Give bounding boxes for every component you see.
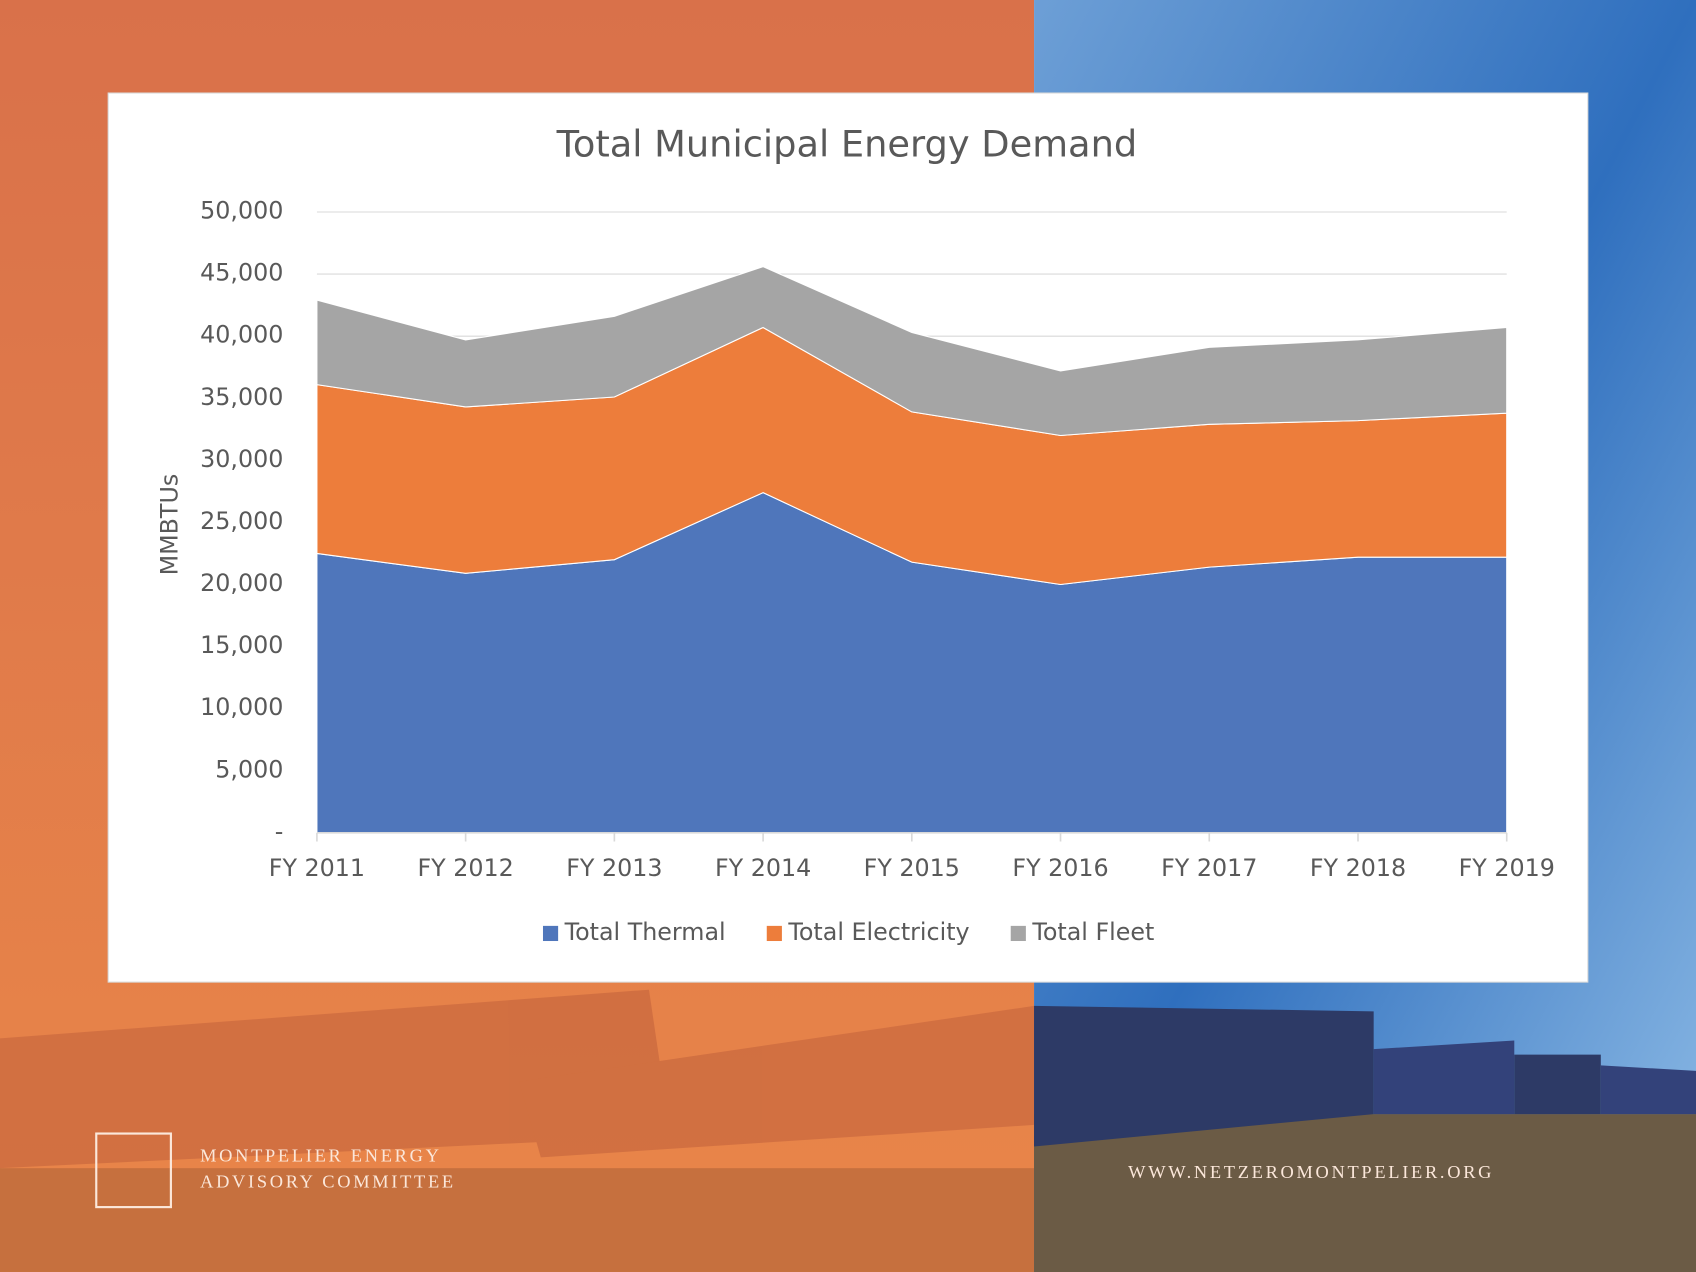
y-tick-label: 15,000: [200, 631, 283, 659]
website-url: WWW.NETZEROMONTPELIER.ORG: [1128, 1162, 1494, 1182]
legend-swatch: [766, 925, 782, 942]
x-tick-label: FY 2016: [1012, 854, 1108, 882]
solar-panels-right: [1034, 1005, 1696, 1272]
chart-title: Total Municipal Energy Demand: [556, 123, 1138, 166]
org-name: ADVISORY COMMITTEE: [200, 1172, 456, 1192]
x-tick-label: FY 2012: [417, 854, 513, 882]
y-tick-label: 20,000: [200, 569, 283, 597]
legend-swatch: [1010, 925, 1026, 942]
axes: - 5,000 10,000 15,000 20,000 25,000 30,000 35,0…: [200, 197, 1555, 883]
y-tick-label: -: [275, 817, 284, 845]
logo-box: [95, 1132, 172, 1209]
x-tick-label: FY 2015: [864, 854, 960, 882]
org-name: MONTPELIER ENERGY: [200, 1146, 441, 1166]
y-tick-label: 25,000: [200, 507, 283, 535]
y-tick-label: 35,000: [200, 383, 283, 411]
x-tick-label: FY 2018: [1310, 854, 1406, 882]
x-tick-label: FY 2017: [1161, 854, 1257, 882]
plot: - 5,000 10,000 15,000 20,000 25,000 30,000 35,0…: [200, 197, 1555, 946]
y-tick-label: 40,000: [200, 321, 283, 349]
y-tick-label: 5,000: [215, 755, 283, 783]
area: [316, 266, 1508, 437]
y-tick-label: 30,000: [200, 445, 283, 473]
solar-panels-left: [0, 989, 1035, 1272]
areas: [316, 266, 1508, 834]
legend-label: Total Electricity: [787, 918, 969, 946]
y-axis-title: MMBTUs: [155, 474, 183, 576]
x-tick-label: FY 2013: [566, 854, 662, 882]
x-tick-label: FY 2014: [715, 854, 811, 882]
legend-swatch: [542, 925, 559, 942]
y-tick-label: 50,000: [200, 197, 283, 225]
legend: Total Thermal Total Electricity Total Flee…: [542, 918, 1154, 946]
x-tick-label: FY 2011: [269, 854, 365, 882]
legend-label: Total Thermal: [564, 918, 726, 946]
x-tick-label: FY 2019: [1459, 854, 1555, 882]
y-tick-label: 10,000: [200, 693, 283, 721]
legend-label: Total Fleet: [1031, 918, 1154, 946]
y-tick-label: 45,000: [200, 259, 283, 287]
